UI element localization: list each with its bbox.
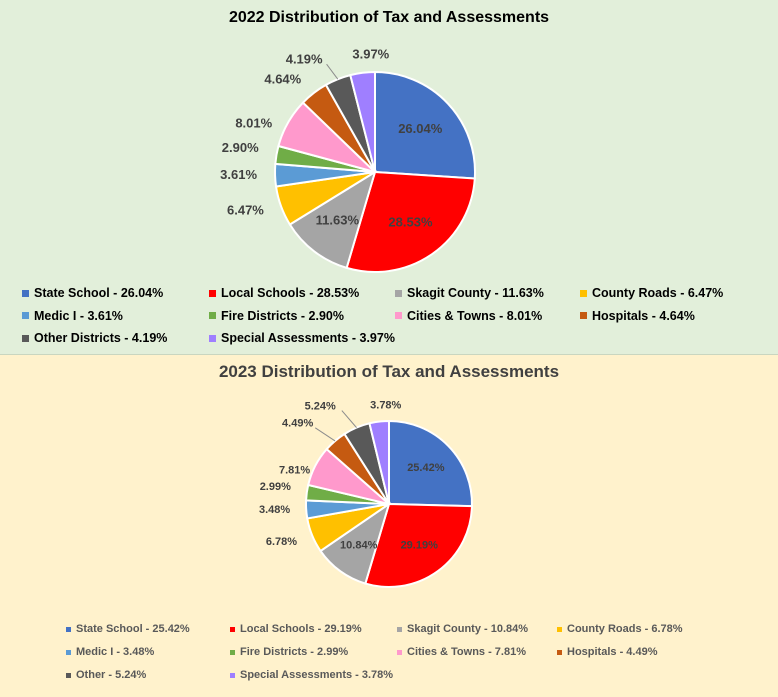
data-label-fire-districts: 2.90%	[222, 140, 259, 155]
leader-line-other	[341, 410, 357, 428]
data-label-skagit-county: 11.63%	[316, 213, 360, 228]
legend-item-skagit-county: Skagit County - 11.63%	[395, 286, 544, 300]
legend-item-cities-towns: Cities & Towns - 7.81%	[397, 646, 526, 658]
leader-line-hospitals	[314, 427, 336, 442]
legend-swatch	[230, 672, 235, 678]
legend-swatch	[209, 334, 216, 342]
data-label-local-schools: 29.19%	[401, 540, 439, 552]
legend-label: State School - 25.42%	[76, 623, 190, 635]
data-label-state-school: 25.42%	[407, 462, 445, 474]
legend-swatch	[580, 289, 587, 297]
data-label-county-roads: 6.78%	[266, 536, 297, 548]
pie-chart-2023: 25.42% 29.19% 10.84% 6.78% 3.48% 2.99% 7.81% 4.…	[259, 400, 473, 588]
legend-item-skagit-county: Skagit County - 10.84%	[397, 623, 528, 635]
chart-2023: 2023 Distribution of Tax and Assessments…	[0, 355, 778, 697]
legend-label: County Roads - 6.47%	[592, 286, 724, 300]
legend-swatch	[557, 649, 562, 655]
legend-item-local-schools: Local Schools - 28.53%	[209, 286, 359, 300]
data-label-skagit-county: 10.84%	[340, 540, 378, 552]
legend-swatch	[395, 312, 402, 319]
chart-title: 2022 Distribution of Tax and Assessments	[228, 9, 550, 26]
legend-label: Medic I - 3.61%	[34, 308, 123, 323]
legend-item-hospitals: Hospitals - 4.49%	[557, 646, 657, 658]
legend-swatch	[66, 649, 71, 655]
legend-swatch	[397, 649, 402, 655]
legend-label: Cities & Towns - 8.01%	[407, 308, 543, 323]
legend-item-fire-districts: Fire Districts - 2.99%	[230, 646, 348, 658]
chart-2022: 2022 Distribution of Tax and Assessments…	[0, 0, 778, 355]
legend-swatch	[395, 289, 402, 297]
legend-swatch	[397, 626, 402, 632]
legend-item-special-assessments: Special Assessments - 3.78%	[230, 669, 393, 681]
legend-label: Special Assessments - 3.97%	[221, 331, 395, 345]
data-label-hospitals: 4.64%	[264, 71, 301, 86]
legend-item-other-districts: Other Districts - 4.19%	[22, 331, 167, 345]
legend-label: Local Schools - 29.19%	[240, 623, 362, 635]
legend-swatch	[22, 312, 29, 319]
legend-swatch	[230, 626, 235, 632]
leader-line-other-districts	[326, 63, 339, 80]
legend-label: Skagit County - 10.84%	[407, 623, 529, 635]
legend-label: Special Assessments - 3.78%	[240, 669, 394, 681]
legend-label: County Roads - 6.78%	[567, 623, 683, 635]
pie-slice-skagit-county	[288, 169, 377, 270]
pie-slice-local-schools	[364, 502, 473, 588]
legend-swatch	[22, 334, 29, 342]
legend-label: Skagit County - 11.63%	[407, 286, 544, 300]
data-label-local-schools: 28.53%	[388, 214, 433, 229]
data-label-cities-towns: 8.01%	[235, 115, 272, 130]
data-label-hospitals: 4.49%	[282, 418, 313, 430]
legend-label: Other Districts - 4.19%	[34, 331, 168, 345]
legend-item-hospitals: Hospitals - 4.64%	[580, 309, 695, 323]
pie-slice-special-assessments	[368, 419, 390, 505]
legend-swatch	[209, 312, 216, 319]
legend-label: Cities & Towns - 7.81%	[407, 646, 526, 658]
legend-item-cities-towns: Cities & Towns - 8.01%	[395, 309, 542, 323]
legend-item-medic-i: Medic I - 3.48%	[66, 646, 154, 658]
data-label-county-roads: 6.47%	[227, 202, 264, 217]
legend-label: Hospitals - 4.64%	[592, 308, 695, 323]
legend-label: Fire Districts - 2.99%	[240, 646, 349, 658]
legend-item-county-roads: County Roads - 6.47%	[580, 286, 723, 300]
legend-label: Other - 5.24%	[76, 669, 147, 681]
legend-item-county-roads: County Roads - 6.78%	[557, 623, 683, 635]
pie-chart-2022: 26.04% 28.53% 11.63% 6.47% 3.61% 2.90% 8.01% 4.…	[220, 46, 476, 273]
data-label-special-assessments: 3.97%	[352, 46, 389, 61]
data-label-cities-towns: 7.81%	[279, 464, 310, 476]
data-label-medic-i: 3.61%	[220, 167, 257, 182]
chart-title: 2023 Distribution of Tax and Assessments	[218, 362, 560, 381]
data-label-other: 5.24%	[305, 400, 336, 412]
legend-item-special-assessments: Special Assessments - 3.97%	[209, 331, 395, 345]
pie-slice-special-assessments	[349, 70, 376, 173]
legend-label: Medic I - 3.48%	[76, 646, 155, 658]
legend-item-other: Other - 5.24%	[66, 669, 146, 681]
pie-slice-local-schools	[345, 170, 476, 273]
legend-item-medic-i: Medic I - 3.61%	[22, 309, 123, 323]
data-label-fire-districts: 2.99%	[260, 481, 291, 493]
legend-swatch	[230, 649, 235, 655]
data-label-special-assessments: 3.78%	[370, 400, 401, 412]
pie-slice-state-school	[374, 70, 476, 180]
legend-label: State School - 26.04%	[34, 286, 164, 300]
legend-swatch	[66, 626, 71, 632]
legend-label: Local Schools - 28.53%	[221, 286, 360, 300]
legend-swatch	[22, 289, 29, 297]
legend-label: Hospitals - 4.49%	[567, 646, 658, 658]
legend-item-state-school: State School - 25.42%	[66, 623, 190, 635]
legend-item-state-school: State School - 26.04%	[22, 286, 163, 300]
legend-swatch	[557, 626, 562, 632]
legend-swatch	[580, 312, 587, 319]
legend-item-fire-districts: Fire Districts - 2.90%	[209, 309, 344, 323]
legend-swatch	[66, 672, 71, 678]
legend-swatch	[209, 289, 216, 297]
data-label-state-school: 26.04%	[398, 121, 443, 136]
legend-label: Fire Districts - 2.90%	[221, 308, 344, 323]
pie-slice-state-school	[388, 419, 473, 508]
data-label-medic-i: 3.48%	[259, 504, 290, 516]
data-label-other-districts: 4.19%	[286, 52, 323, 67]
legend-item-local-schools: Local Schools - 29.19%	[230, 623, 362, 635]
